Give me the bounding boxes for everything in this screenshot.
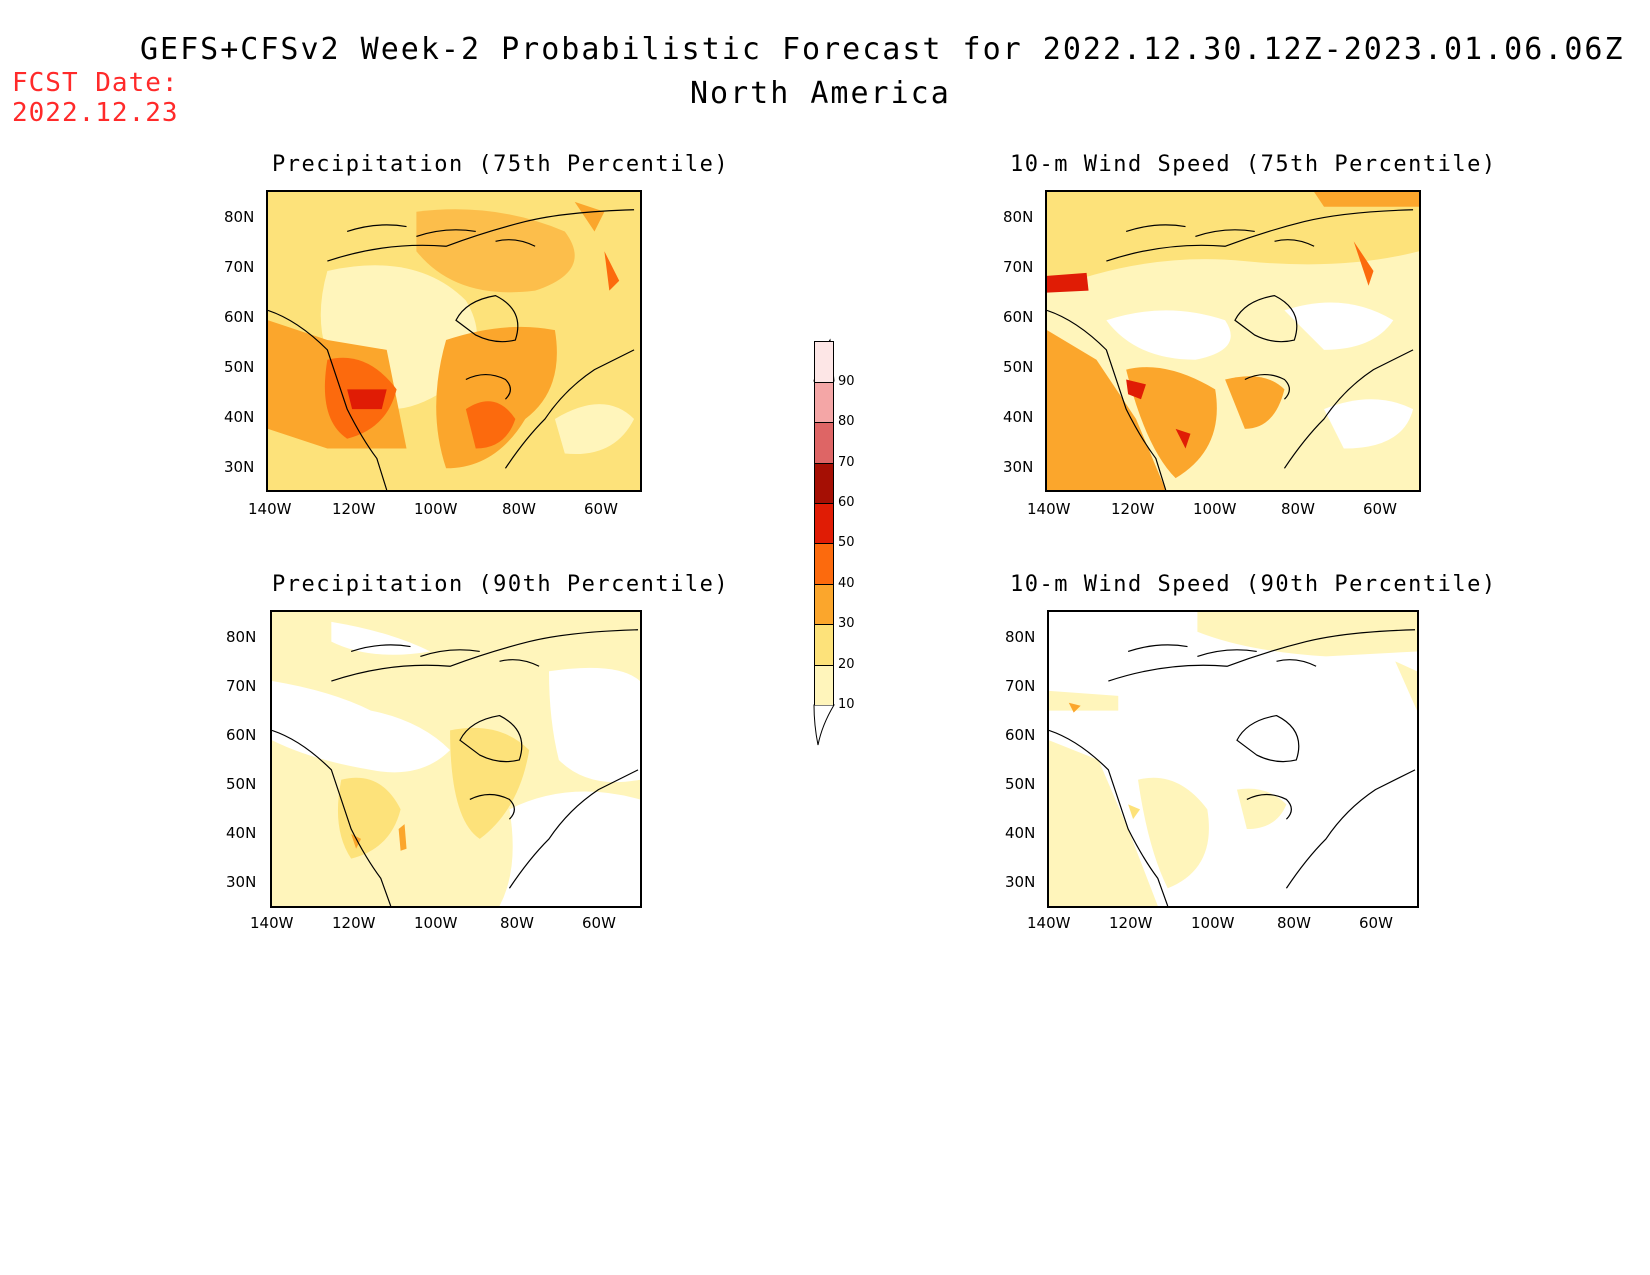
lat-label: 50N xyxy=(1005,775,1036,793)
colorbar-tick-label: 80 xyxy=(838,414,855,430)
lat-label: 40N xyxy=(224,408,255,426)
lat-label: 70N xyxy=(224,258,255,276)
lat-label: 40N xyxy=(1003,408,1034,426)
colorbar-tick-label: 20 xyxy=(838,656,855,672)
lat-label: 30N xyxy=(1005,873,1036,891)
lat-label: 60N xyxy=(1005,726,1036,744)
colorbar-tick-label: 40 xyxy=(838,575,855,591)
colorbar-tick-label: 90 xyxy=(838,373,855,389)
lon-label: 140W xyxy=(248,500,292,518)
lat-label: 60N xyxy=(1003,308,1034,326)
colorbar-segment xyxy=(814,462,834,503)
lon-label: 60W xyxy=(584,500,618,518)
lon-label: 100W xyxy=(1193,500,1237,518)
panel-title-wind-90: 10-m Wind Speed (90th Percentile) xyxy=(1010,572,1497,597)
lon-label: 60W xyxy=(1359,914,1393,932)
colorbar-bottom-wedge xyxy=(813,704,835,746)
lat-label: 50N xyxy=(1003,358,1034,376)
fcst-date-label: FCST Date: xyxy=(12,68,179,98)
colorbar-tick-label: 50 xyxy=(838,535,855,551)
lon-label: 100W xyxy=(414,914,458,932)
colorbar-segment xyxy=(814,503,834,544)
lon-label: 140W xyxy=(1027,914,1071,932)
lon-label: 120W xyxy=(332,500,376,518)
map-precip-90 xyxy=(270,610,642,908)
colorbar-segment xyxy=(814,381,834,423)
lat-label: 50N xyxy=(226,775,257,793)
map-wind-90 xyxy=(1047,610,1419,908)
panel-title-precip-90: Precipitation (90th Percentile) xyxy=(272,572,730,597)
lon-label: 80W xyxy=(500,914,534,932)
lon-label: 80W xyxy=(1281,500,1315,518)
panel-title-precip-75: Precipitation (75th Percentile) xyxy=(272,152,730,177)
lat-label: 80N xyxy=(226,628,257,646)
lat-label: 30N xyxy=(224,458,255,476)
lon-label: 120W xyxy=(332,914,376,932)
lat-label: 30N xyxy=(226,873,257,891)
lat-label: 80N xyxy=(1003,208,1034,226)
colorbar-segment xyxy=(814,664,834,705)
lat-label: 40N xyxy=(1005,824,1036,842)
lon-label: 140W xyxy=(1027,500,1071,518)
lat-label: 60N xyxy=(224,308,255,326)
colorbar-tick-label: 70 xyxy=(838,454,855,470)
panel-title-wind-75: 10-m Wind Speed (75th Percentile) xyxy=(1010,152,1497,177)
colorbar-tick-label: 60 xyxy=(838,495,855,510)
colorbar-segment xyxy=(814,624,834,665)
lon-label: 120W xyxy=(1111,500,1155,518)
region-subtitle: North America xyxy=(690,76,951,111)
lon-label: 60W xyxy=(1363,500,1397,518)
lon-label: 100W xyxy=(1191,914,1235,932)
lon-label: 60W xyxy=(582,914,616,932)
lon-label: 80W xyxy=(502,500,536,518)
lon-label: 140W xyxy=(250,914,294,932)
main-title: GEFS+CFSv2 Week-2 Probabilistic Forecast… xyxy=(140,32,1625,67)
lon-label: 100W xyxy=(414,500,458,518)
lat-label: 70N xyxy=(1003,258,1034,276)
lat-label: 50N xyxy=(224,358,255,376)
lon-label: 120W xyxy=(1109,914,1153,932)
lon-label: 80W xyxy=(1277,914,1311,932)
lat-label: 70N xyxy=(226,677,257,695)
lat-label: 80N xyxy=(224,208,255,226)
colorbar-segment xyxy=(814,543,834,584)
colorbar-tick-label: 30 xyxy=(838,616,855,632)
lat-label: 30N xyxy=(1003,458,1034,476)
lat-label: 60N xyxy=(226,726,257,744)
fcst-date-value: 2022.12.23 xyxy=(12,98,179,128)
lat-label: 80N xyxy=(1005,628,1036,646)
lat-label: 40N xyxy=(226,824,257,842)
map-wind-75 xyxy=(1045,190,1421,492)
map-precip-75 xyxy=(266,190,642,492)
colorbar-segment xyxy=(814,341,834,382)
colorbar-tick-label: 10 xyxy=(838,697,855,712)
colorbar-segment xyxy=(814,583,834,625)
colorbar-segment xyxy=(814,422,834,463)
lat-label: 70N xyxy=(1005,677,1036,695)
